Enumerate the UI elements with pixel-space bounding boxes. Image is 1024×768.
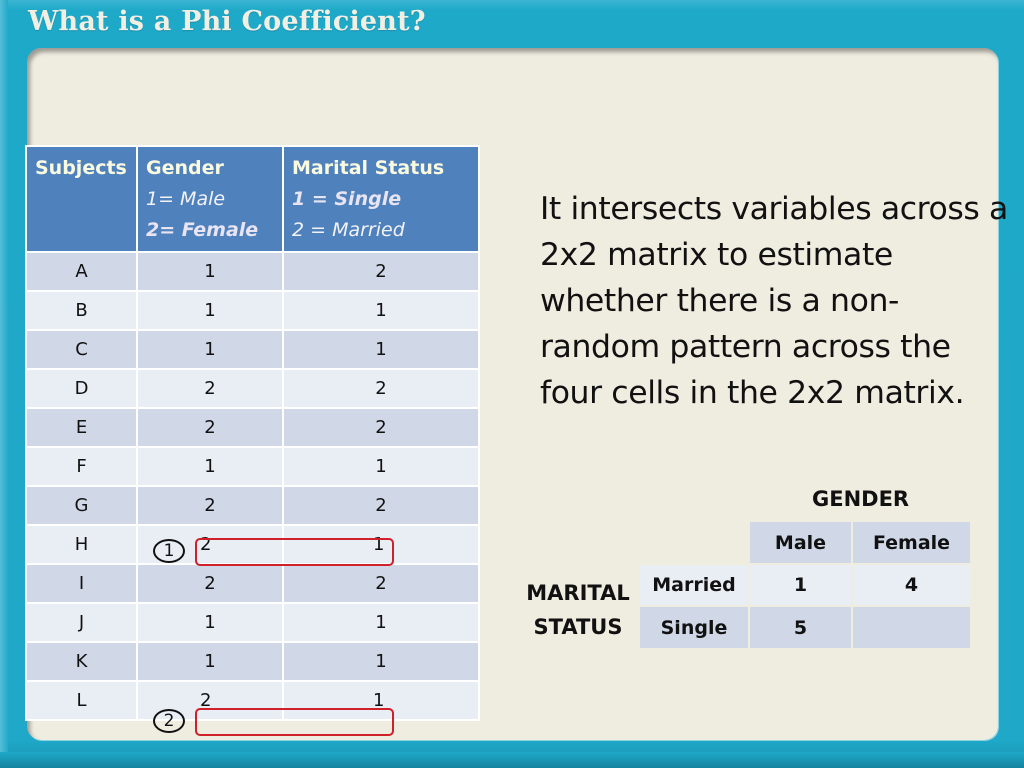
cell-subject: A	[25, 251, 138, 292]
table-row: K 1 1	[25, 641, 480, 682]
cell-subject: J	[25, 602, 138, 643]
cell-subject: B	[25, 290, 138, 331]
description-text: It intersects variables across a 2x2 mat…	[540, 191, 1008, 411]
matrix-row-label-married: Married	[640, 565, 748, 605]
row-group-label-line: MARITAL	[526, 581, 630, 605]
row-group-label-line: STATUS	[533, 615, 623, 639]
cell-marital: 2	[282, 251, 480, 292]
cell-gender: 1	[136, 641, 284, 682]
cell-gender: 1	[136, 446, 284, 487]
table-header-row: Subjects Gender 1= Male 2= Female Marita…	[25, 145, 480, 253]
frame-bottom-edge	[0, 752, 1024, 768]
cell-marital: 1	[282, 524, 480, 565]
cell-gender: 1	[136, 251, 284, 292]
matrix-row-label-single: Single	[640, 607, 748, 648]
cell-subject: F	[25, 446, 138, 487]
cell-marital: 1	[282, 446, 480, 487]
cell-marital: 2	[282, 563, 480, 604]
highlight-box-row-h	[195, 538, 394, 566]
cell-marital: 1	[282, 602, 480, 643]
cell-marital: 1	[282, 641, 480, 682]
cell-subject: K	[25, 641, 138, 682]
table-row: I 2 2	[25, 563, 480, 604]
header-title: Marital Status	[292, 157, 445, 179]
cell-gender: 2	[136, 485, 284, 526]
table-row: C 1 1	[25, 329, 480, 370]
header-subjects: Subjects	[25, 145, 138, 253]
annotation-badge-1: 1	[153, 539, 185, 563]
cell-subject: E	[25, 407, 138, 448]
cell-gender: 2	[136, 407, 284, 448]
cell-marital: 1	[282, 290, 480, 331]
header-title: Gender	[146, 157, 224, 179]
table-row: B 1 1	[25, 290, 480, 331]
table-row: D 2 2	[25, 368, 480, 409]
frame-left-edge	[0, 0, 8, 768]
matrix-row-group-label: MARITAL STATUS	[518, 576, 638, 644]
cell-marital: 2	[282, 407, 480, 448]
table-row: G 2 2	[25, 485, 480, 526]
header-gender: Gender 1= Male 2= Female	[136, 145, 284, 253]
cell-gender: 1	[136, 329, 284, 370]
header-marital-status: Marital Status 1 = Single 2 = Married	[282, 145, 480, 253]
cell-subject: L	[25, 680, 138, 721]
annotation-badge-2: 2	[153, 709, 185, 733]
cell-marital: 2	[282, 485, 480, 526]
table-row-highlighted: H 2 1	[25, 524, 480, 565]
header-title: Subjects	[35, 157, 127, 179]
header-legend-line: 1 = Single	[292, 188, 402, 210]
cell-gender: 2	[136, 368, 284, 409]
header-legend-line: 2= Female	[146, 219, 259, 241]
cell-subject: C	[25, 329, 138, 370]
matrix-cell: 1	[750, 565, 851, 605]
table-row: F 1 1	[25, 446, 480, 487]
cell-gender: 1	[136, 290, 284, 331]
subjects-data-table: Subjects Gender 1= Male 2= Female Marita…	[25, 145, 480, 721]
cell-marital: 1	[282, 329, 480, 370]
cell-subject: H	[25, 524, 138, 565]
cell-subject: I	[25, 563, 138, 604]
cell-marital: 2	[282, 368, 480, 409]
cell-gender: 1	[136, 602, 284, 643]
matrix-cell: 5	[750, 607, 851, 648]
slide-title: What is a Phi Coefficient?	[28, 6, 426, 37]
header-legend-line: 1= Male	[146, 188, 226, 210]
table-row: J 1 1	[25, 602, 480, 643]
matrix-column-group-label: GENDER	[812, 487, 910, 511]
matrix-header-male: Male	[750, 522, 851, 563]
highlight-box-row-l	[195, 708, 394, 736]
table-row: E 2 2	[25, 407, 480, 448]
cell-gender: 2	[136, 563, 284, 604]
matrix-cell-empty	[853, 607, 970, 648]
cell-subject: D	[25, 368, 138, 409]
header-legend-line: 2 = Married	[292, 219, 405, 241]
matrix-cell: 4	[853, 565, 970, 605]
table-row: A 1 2	[25, 251, 480, 292]
cell-subject: G	[25, 485, 138, 526]
cell-marital: 1	[282, 680, 480, 721]
matrix-header-female: Female	[853, 522, 970, 563]
